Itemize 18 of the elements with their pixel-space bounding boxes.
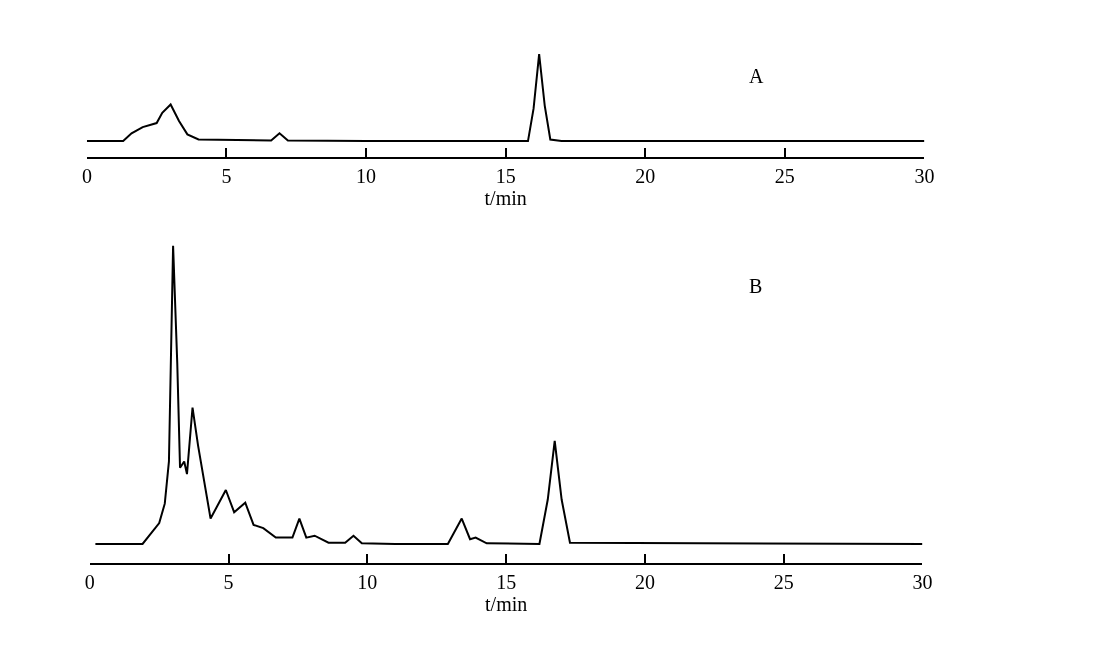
x-tick-label: 5 <box>221 165 232 187</box>
x-tick-label: 25 <box>773 571 794 593</box>
x-tick-label: 20 <box>635 165 656 187</box>
x-tick-label: 0 <box>81 165 92 187</box>
x-axis-title: t/min <box>484 187 527 209</box>
x-tick-label: 10 <box>356 165 377 187</box>
x-axis-title: t/min <box>485 593 528 615</box>
x-tick-label: 0 <box>84 571 95 593</box>
x-tick-label: 10 <box>357 571 378 593</box>
annotation: A <box>749 65 764 87</box>
x-tick-label: 20 <box>634 571 655 593</box>
x-tick-label: 30 <box>912 571 933 593</box>
x-tick-label: 15 <box>496 571 517 593</box>
x-tick-label: 15 <box>495 165 516 187</box>
x-tick-label: 30 <box>914 165 935 187</box>
annotation: B <box>749 275 763 297</box>
x-tick-label: 5 <box>223 571 234 593</box>
x-tick-label: 25 <box>774 165 795 187</box>
